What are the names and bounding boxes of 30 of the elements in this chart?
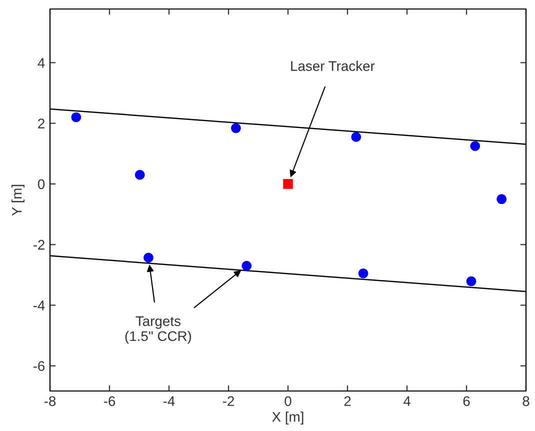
- point: [134, 170, 145, 180]
- point: [144, 252, 154, 263]
- y-tick-label: 0: [38, 179, 45, 190]
- x-tick-label: 0: [284, 396, 292, 406]
- point: [283, 179, 293, 189]
- y-tick-label: -6: [33, 361, 45, 372]
- point: [71, 112, 82, 122]
- point: [470, 141, 480, 151]
- x-axis-title: X [m]: [272, 412, 304, 425]
- point: [358, 268, 368, 278]
- point: [351, 132, 362, 142]
- y-tick-label: -2: [33, 240, 44, 250]
- x-tick-label: 2: [344, 396, 351, 406]
- x-tick-label: 6: [463, 396, 470, 406]
- x-tick-label: -6: [104, 396, 116, 406]
- x-tick-label: -8: [44, 396, 56, 406]
- y-axis-title: Y [m]: [12, 184, 24, 216]
- x-tick-label: 4: [403, 396, 410, 406]
- y-tick-label: -4: [33, 300, 45, 310]
- annotation: Targets (1.5" CCR): [125, 316, 192, 344]
- x-tick-label: -4: [163, 396, 175, 406]
- y-tick-label: 4: [38, 58, 45, 68]
- x-tick-label: -2: [222, 396, 234, 406]
- y-tick-label: 2: [38, 118, 44, 128]
- annotation: Laser Tracker: [291, 60, 375, 71]
- x-tick-label: 8: [522, 396, 530, 406]
- point: [466, 276, 476, 286]
- point: [242, 260, 252, 271]
- point: [231, 123, 241, 134]
- point: [496, 194, 507, 204]
